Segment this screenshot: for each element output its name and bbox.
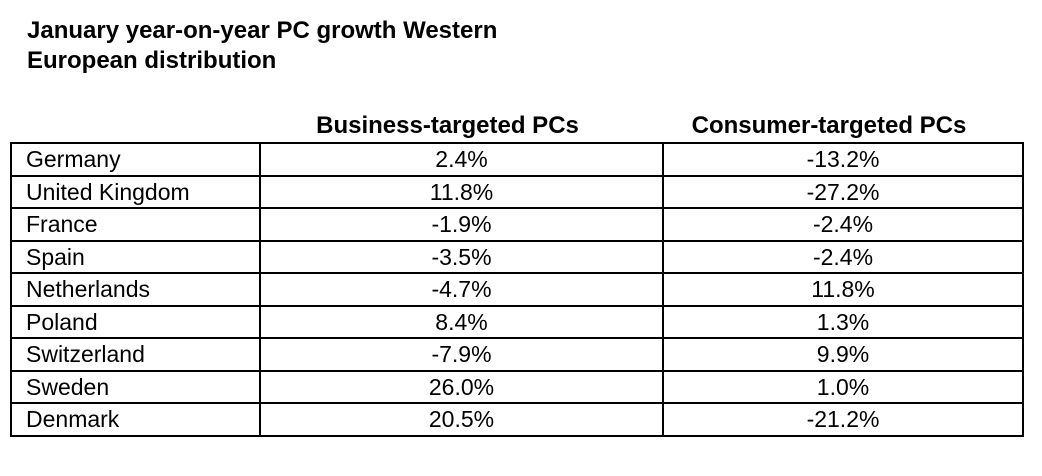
country-cell: Sweden (10, 369, 261, 404)
consumer-value-cell: -2.4% (662, 239, 1024, 274)
table-row: Germany 2.4% -13.2% (10, 142, 1024, 177)
consumer-value-cell: -21.2% (662, 402, 1024, 437)
table-row: Sweden 26.0% 1.0% (10, 369, 1024, 404)
business-value-cell: 26.0% (259, 369, 664, 404)
country-cell: United Kingdom (10, 174, 261, 209)
growth-table-body: Germany 2.4% -13.2% United Kingdom 11.8% -27.… (10, 142, 1024, 437)
table-row: Poland 8.4% 1.3% (10, 304, 1024, 339)
table-row: France -1.9% -2.4% (10, 207, 1024, 242)
consumer-value-cell: 9.9% (662, 337, 1024, 372)
table-row: Netherlands -4.7% 11.8% (10, 272, 1024, 307)
country-cell: Switzerland (10, 337, 261, 372)
business-value-cell: 20.5% (259, 402, 664, 437)
business-value-cell: -4.7% (259, 272, 664, 307)
consumer-value-cell: 1.0% (662, 369, 1024, 404)
country-cell: Spain (10, 239, 261, 274)
chart-title-line-1: January year-on-year PC growth Western (27, 17, 498, 44)
chart-title-line-2: European distribution (27, 47, 277, 74)
country-cell: Netherlands (10, 272, 261, 307)
business-value-cell: 2.4% (259, 142, 664, 177)
business-value-cell: -3.5% (259, 239, 664, 274)
consumer-value-cell: -27.2% (662, 174, 1024, 209)
country-cell: Germany (10, 142, 261, 177)
chart-title: January year-on-year PC growth Western E… (27, 16, 627, 76)
consumer-value-cell: -2.4% (662, 207, 1024, 242)
business-value-cell: 11.8% (259, 174, 664, 209)
consumer-value-cell: 11.8% (662, 272, 1024, 307)
table-row: Spain -3.5% -2.4% (10, 239, 1024, 274)
country-cell: France (10, 207, 261, 242)
table-row: Switzerland -7.9% 9.9% (10, 337, 1024, 372)
column-header-business: Business-targeted PCs (316, 112, 579, 139)
growth-table: Germany 2.4% -13.2% United Kingdom 11.8% -27.… (10, 142, 1024, 437)
table-row: United Kingdom 11.8% -27.2% (10, 174, 1024, 209)
consumer-value-cell: 1.3% (662, 304, 1024, 339)
table-row: Denmark 20.5% -21.2% (10, 402, 1024, 437)
business-value-cell: 8.4% (259, 304, 664, 339)
business-value-cell: -1.9% (259, 207, 664, 242)
consumer-value-cell: -13.2% (662, 142, 1024, 177)
country-cell: Poland (10, 304, 261, 339)
business-value-cell: -7.9% (259, 337, 664, 372)
column-header-consumer: Consumer-targeted PCs (691, 112, 967, 139)
country-cell: Denmark (10, 402, 261, 437)
